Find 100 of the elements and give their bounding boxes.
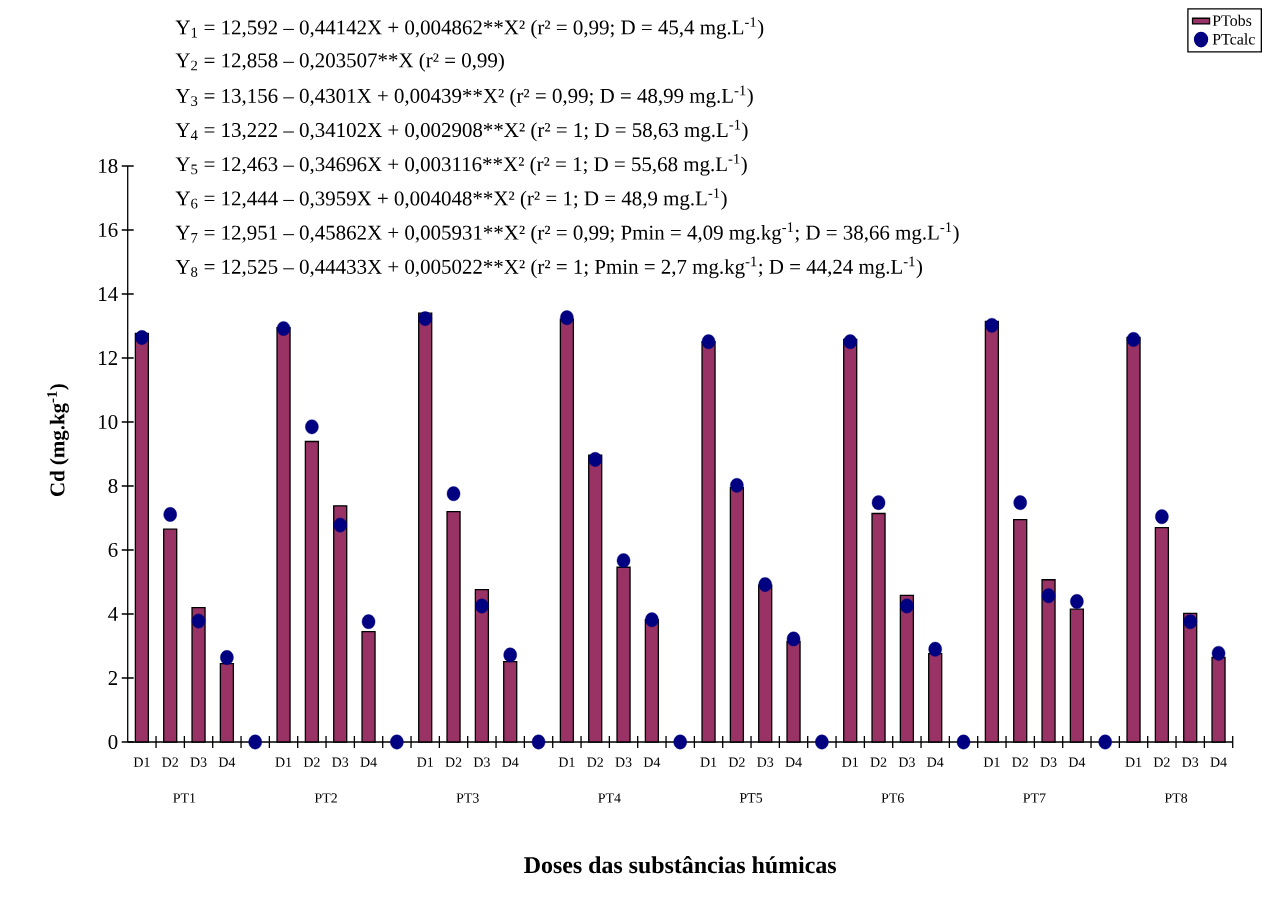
point xyxy=(815,734,829,750)
point xyxy=(616,553,631,568)
y-tick-label: 6 xyxy=(108,542,118,558)
point xyxy=(163,507,177,522)
x-tick-label: D1 xyxy=(133,757,150,767)
point xyxy=(475,598,489,614)
annotation: Y$_{8}$ = 12,525 – 0,44433X + 0,005022**X² (r² = 1; Pmin = 2,7 mg.kg$^{-1}$; D = 44,24 mg.L$^{-1}$) xyxy=(175,256,922,279)
point xyxy=(248,734,262,750)
point xyxy=(928,641,942,657)
x-tick-label: D3 xyxy=(190,757,207,767)
x-tick-label: D4 xyxy=(785,757,802,767)
text: PT2 xyxy=(314,793,337,803)
text: Y$_{2}$ = 12,858 – 0,203507**X (r² = 0,99) xyxy=(175,52,504,72)
x-tick-label: D2 xyxy=(303,757,320,767)
text: PT5 xyxy=(739,793,763,803)
annotation: Y$_{6}$ = 12,444 – 0,3959X + 0,004048**X² (r² = 1; D = 48,9 mg.L$^{-1}$) xyxy=(175,188,727,210)
x-tick-label: D2 xyxy=(728,757,745,767)
point xyxy=(900,598,914,614)
point xyxy=(305,419,319,435)
point xyxy=(701,334,716,350)
x-tick-label: D3 xyxy=(332,757,349,767)
point xyxy=(361,614,376,630)
x-tick-label: D1 xyxy=(842,757,858,767)
point xyxy=(673,734,687,750)
x-tick-label: D4 xyxy=(1068,757,1086,767)
y-tick-label: 14 xyxy=(99,287,118,301)
x-tick-label: D3 xyxy=(757,757,774,767)
point xyxy=(843,334,857,350)
y-tick-label: 0 xyxy=(108,734,118,750)
legend-label: PTcalc xyxy=(1212,33,1255,45)
point xyxy=(786,631,801,647)
x-tick-label: D2 xyxy=(587,757,603,767)
point xyxy=(276,321,291,336)
text: PT3 xyxy=(456,793,479,803)
point xyxy=(1183,614,1197,630)
x-tick-label: D4 xyxy=(643,757,661,767)
y-tick-label: 2 xyxy=(108,671,118,685)
point xyxy=(446,486,461,502)
text: PT8 xyxy=(1164,793,1188,803)
x-tick-label: D2 xyxy=(1012,757,1028,767)
text: Y$_{4}$ = 13,222 – 0,34102X + 0,002908**X² (r² = 1; D = 58,63 mg.L$^{-1}$) xyxy=(175,119,748,142)
x-tick-label: D1 xyxy=(983,757,1000,767)
point xyxy=(1070,594,1084,609)
y-tick-label: 4 xyxy=(108,607,118,621)
point xyxy=(1211,646,1226,661)
text: PT4 xyxy=(598,793,621,803)
x-tick-label: D3 xyxy=(615,757,632,767)
x-tick-label: D2 xyxy=(162,757,178,767)
point xyxy=(503,647,517,663)
x-tick-label: D1 xyxy=(558,757,575,767)
point xyxy=(390,734,404,750)
point xyxy=(871,495,886,510)
x-tick-label: D4 xyxy=(360,757,377,767)
text: PT1 xyxy=(173,793,196,803)
text: PT7 xyxy=(1023,793,1046,803)
x-tick-label: D1 xyxy=(1125,757,1142,767)
y-tick-label: 10 xyxy=(99,414,118,430)
x-tick-label: D4 xyxy=(502,757,519,767)
point xyxy=(560,310,574,326)
legend-label: PTobs xyxy=(1212,14,1252,27)
point xyxy=(1041,588,1056,604)
x-tick-label: D3 xyxy=(1040,757,1057,767)
point xyxy=(1098,734,1112,750)
x-tick-label: D2 xyxy=(445,757,462,767)
point xyxy=(531,734,546,750)
point xyxy=(418,311,432,326)
point xyxy=(1013,495,1027,510)
x-tick-label: D4 xyxy=(218,757,236,767)
point xyxy=(588,452,602,467)
y-tick-label: 16 xyxy=(99,222,118,238)
point xyxy=(1126,332,1141,347)
x-axis-title: Doses das substâncias húmicas xyxy=(524,856,837,874)
point xyxy=(730,478,744,493)
x-tick-label: D3 xyxy=(473,757,490,767)
x-tick-label: D1 xyxy=(417,757,433,767)
point xyxy=(985,317,999,333)
y-axis-title: Cd (mg.kg$^{-1}$) xyxy=(47,384,69,497)
x-tick-label: D4 xyxy=(1210,757,1227,767)
annotation: Y$_{5}$ = 12,463 – 0,34696X + 0,003116**X² (r² = 1; D = 55,68 mg.L$^{-1}$) xyxy=(175,153,747,176)
text: Y$_{3}$ = 13,156 – 0,4301X + 0,00439**X² (r² = 0,99; D = 48,99 mg.L$^{-1}$) xyxy=(175,85,753,108)
x-tick-label: D3 xyxy=(1182,757,1199,767)
point xyxy=(956,734,971,750)
point xyxy=(220,650,234,665)
x-tick-label: D4 xyxy=(927,757,944,767)
point xyxy=(135,330,149,345)
x-tick-label: D1 xyxy=(700,757,717,767)
y-tick-label: 12 xyxy=(99,351,118,365)
point xyxy=(758,577,772,592)
point xyxy=(645,612,659,628)
x-tick-label: D1 xyxy=(275,757,292,767)
point xyxy=(191,613,206,629)
y-tick-label: 18 xyxy=(99,158,118,174)
text: Y$_{1}$ = 12,592 – 0,44142X + 0,004862**X² (r² = 0,99; D = 45,4 mg.L$^{-1}$) xyxy=(175,17,764,39)
x-tick-label: D2 xyxy=(870,757,887,767)
x-tick-label: D3 xyxy=(898,757,915,767)
annotation: Y$_{7}$ = 12,951 – 0,45862X + 0,005931**X² (r² = 0,99; Pmin = 4,09 mg.kg$^{-1}$; D = 38,66 mg.L$^{-1}$) xyxy=(175,222,959,245)
point xyxy=(333,517,347,533)
x-tick-label: D2 xyxy=(1153,757,1170,767)
text: PT6 xyxy=(881,793,904,803)
point xyxy=(1155,509,1169,525)
